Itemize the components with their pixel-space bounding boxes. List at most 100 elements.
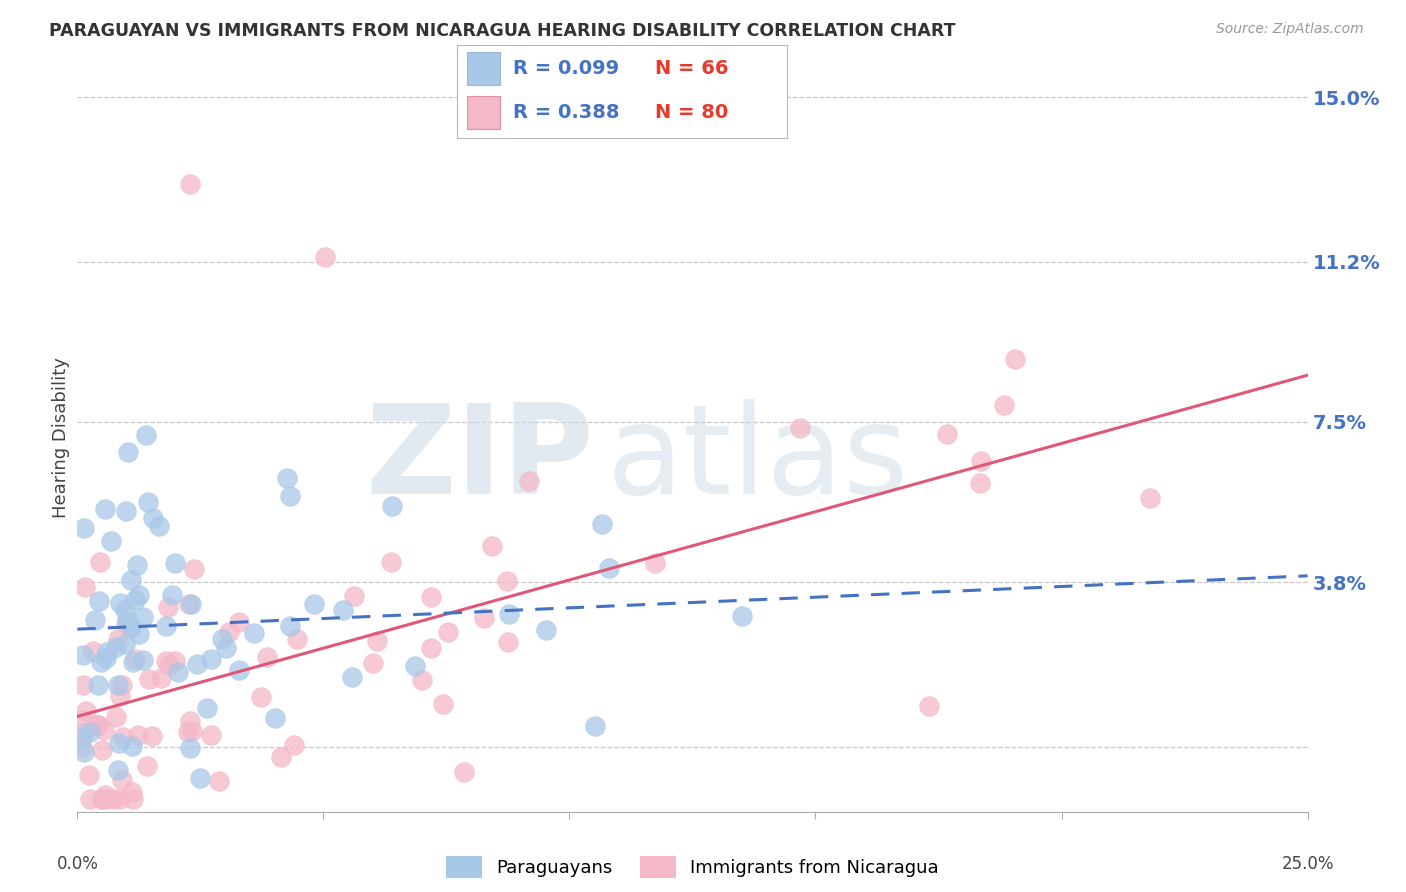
Point bbox=[93, 788, 115, 802]
Point bbox=[332, 603, 354, 617]
Point bbox=[969, 454, 991, 468]
Point bbox=[534, 624, 557, 638]
Point bbox=[211, 632, 233, 647]
Point bbox=[935, 426, 957, 441]
Point bbox=[96, 645, 118, 659]
Point bbox=[121, 785, 143, 799]
Point bbox=[124, 652, 146, 666]
Point bbox=[155, 654, 177, 668]
Point bbox=[381, 499, 404, 513]
Point bbox=[498, 635, 520, 649]
Point bbox=[108, 690, 131, 704]
Point bbox=[135, 428, 157, 442]
Point bbox=[128, 627, 150, 641]
Point bbox=[432, 698, 454, 712]
Point bbox=[100, 534, 122, 549]
Point bbox=[228, 615, 250, 629]
Point bbox=[132, 610, 155, 624]
Point bbox=[278, 489, 301, 503]
Point bbox=[77, 768, 100, 782]
Point bbox=[84, 718, 107, 732]
Point bbox=[242, 625, 264, 640]
Point bbox=[111, 773, 134, 788]
Point bbox=[591, 516, 613, 531]
Point bbox=[993, 399, 1015, 413]
Point bbox=[136, 494, 159, 508]
Point bbox=[114, 603, 136, 617]
Point bbox=[142, 511, 165, 525]
Point bbox=[1004, 352, 1026, 367]
Point bbox=[208, 773, 231, 788]
Point bbox=[107, 632, 129, 646]
Point bbox=[107, 763, 129, 777]
Point bbox=[122, 655, 145, 669]
Point bbox=[87, 718, 110, 732]
Text: ZIP: ZIP bbox=[366, 399, 595, 520]
Text: N = 66: N = 66 bbox=[655, 59, 728, 78]
Point bbox=[304, 597, 326, 611]
Point bbox=[155, 618, 177, 632]
Point bbox=[94, 501, 117, 516]
Point bbox=[127, 727, 149, 741]
Point bbox=[179, 597, 201, 611]
Point bbox=[264, 711, 287, 725]
Point bbox=[93, 723, 115, 737]
Y-axis label: Hearing Disability: Hearing Disability bbox=[52, 357, 70, 517]
Point bbox=[107, 677, 129, 691]
Point bbox=[789, 421, 811, 435]
Point bbox=[186, 657, 208, 672]
Point bbox=[918, 699, 941, 714]
Point bbox=[163, 654, 186, 668]
Point bbox=[285, 632, 308, 646]
Point bbox=[188, 772, 211, 786]
Point bbox=[91, 791, 114, 805]
Point bbox=[94, 651, 117, 665]
Point bbox=[75, 704, 97, 718]
Text: PARAGUAYAN VS IMMIGRANTS FROM NICARAGUA HEARING DISABILITY CORRELATION CHART: PARAGUAYAN VS IMMIGRANTS FROM NICARAGUA … bbox=[49, 22, 956, 40]
Point bbox=[87, 594, 110, 608]
Point bbox=[361, 656, 384, 670]
Point bbox=[276, 471, 298, 485]
Point bbox=[112, 730, 135, 744]
Point bbox=[404, 659, 426, 673]
Legend: Paraguayans, Immigrants from Nicaragua: Paraguayans, Immigrants from Nicaragua bbox=[439, 848, 946, 885]
FancyBboxPatch shape bbox=[467, 96, 501, 129]
Point bbox=[135, 758, 157, 772]
Point bbox=[104, 640, 127, 655]
Point bbox=[79, 724, 101, 739]
Point bbox=[167, 665, 190, 679]
Text: 0.0%: 0.0% bbox=[56, 855, 98, 873]
Point bbox=[179, 177, 201, 191]
Point bbox=[122, 791, 145, 805]
Point bbox=[228, 663, 250, 677]
Point bbox=[644, 556, 666, 570]
Point bbox=[91, 743, 114, 757]
Point bbox=[419, 641, 441, 656]
Point bbox=[73, 580, 96, 594]
Point bbox=[103, 791, 125, 805]
Point bbox=[114, 637, 136, 651]
Point bbox=[181, 723, 204, 738]
Point bbox=[420, 590, 443, 604]
Point bbox=[79, 791, 101, 805]
Point bbox=[72, 678, 94, 692]
Point bbox=[91, 791, 114, 805]
Point bbox=[107, 736, 129, 750]
Point bbox=[1139, 491, 1161, 505]
Point bbox=[114, 617, 136, 632]
Point bbox=[195, 700, 218, 714]
Point bbox=[179, 714, 201, 728]
Point bbox=[105, 710, 128, 724]
Point bbox=[121, 739, 143, 753]
Point bbox=[82, 643, 104, 657]
Point bbox=[472, 610, 495, 624]
Point bbox=[256, 649, 278, 664]
Point bbox=[70, 739, 93, 754]
Point bbox=[283, 738, 305, 752]
Point bbox=[314, 250, 336, 264]
Text: R = 0.388: R = 0.388 bbox=[513, 103, 620, 122]
Point bbox=[250, 690, 273, 704]
Text: atlas: atlas bbox=[606, 399, 908, 520]
Point bbox=[84, 613, 107, 627]
Point bbox=[270, 750, 292, 764]
